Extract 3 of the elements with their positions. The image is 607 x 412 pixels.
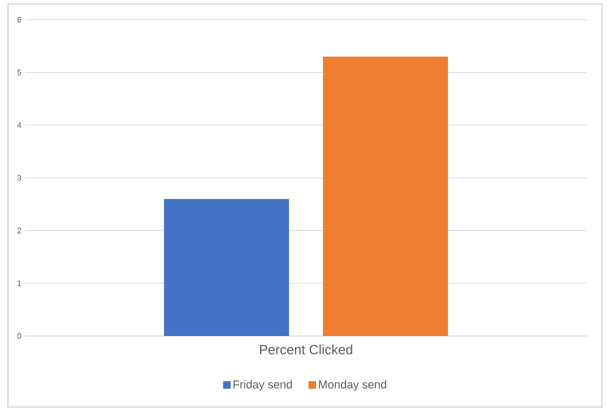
legend-label: Monday send	[319, 380, 386, 391]
legend-label: Friday send	[234, 380, 292, 391]
x-tick-label: Percent Clicked	[260, 344, 352, 354]
